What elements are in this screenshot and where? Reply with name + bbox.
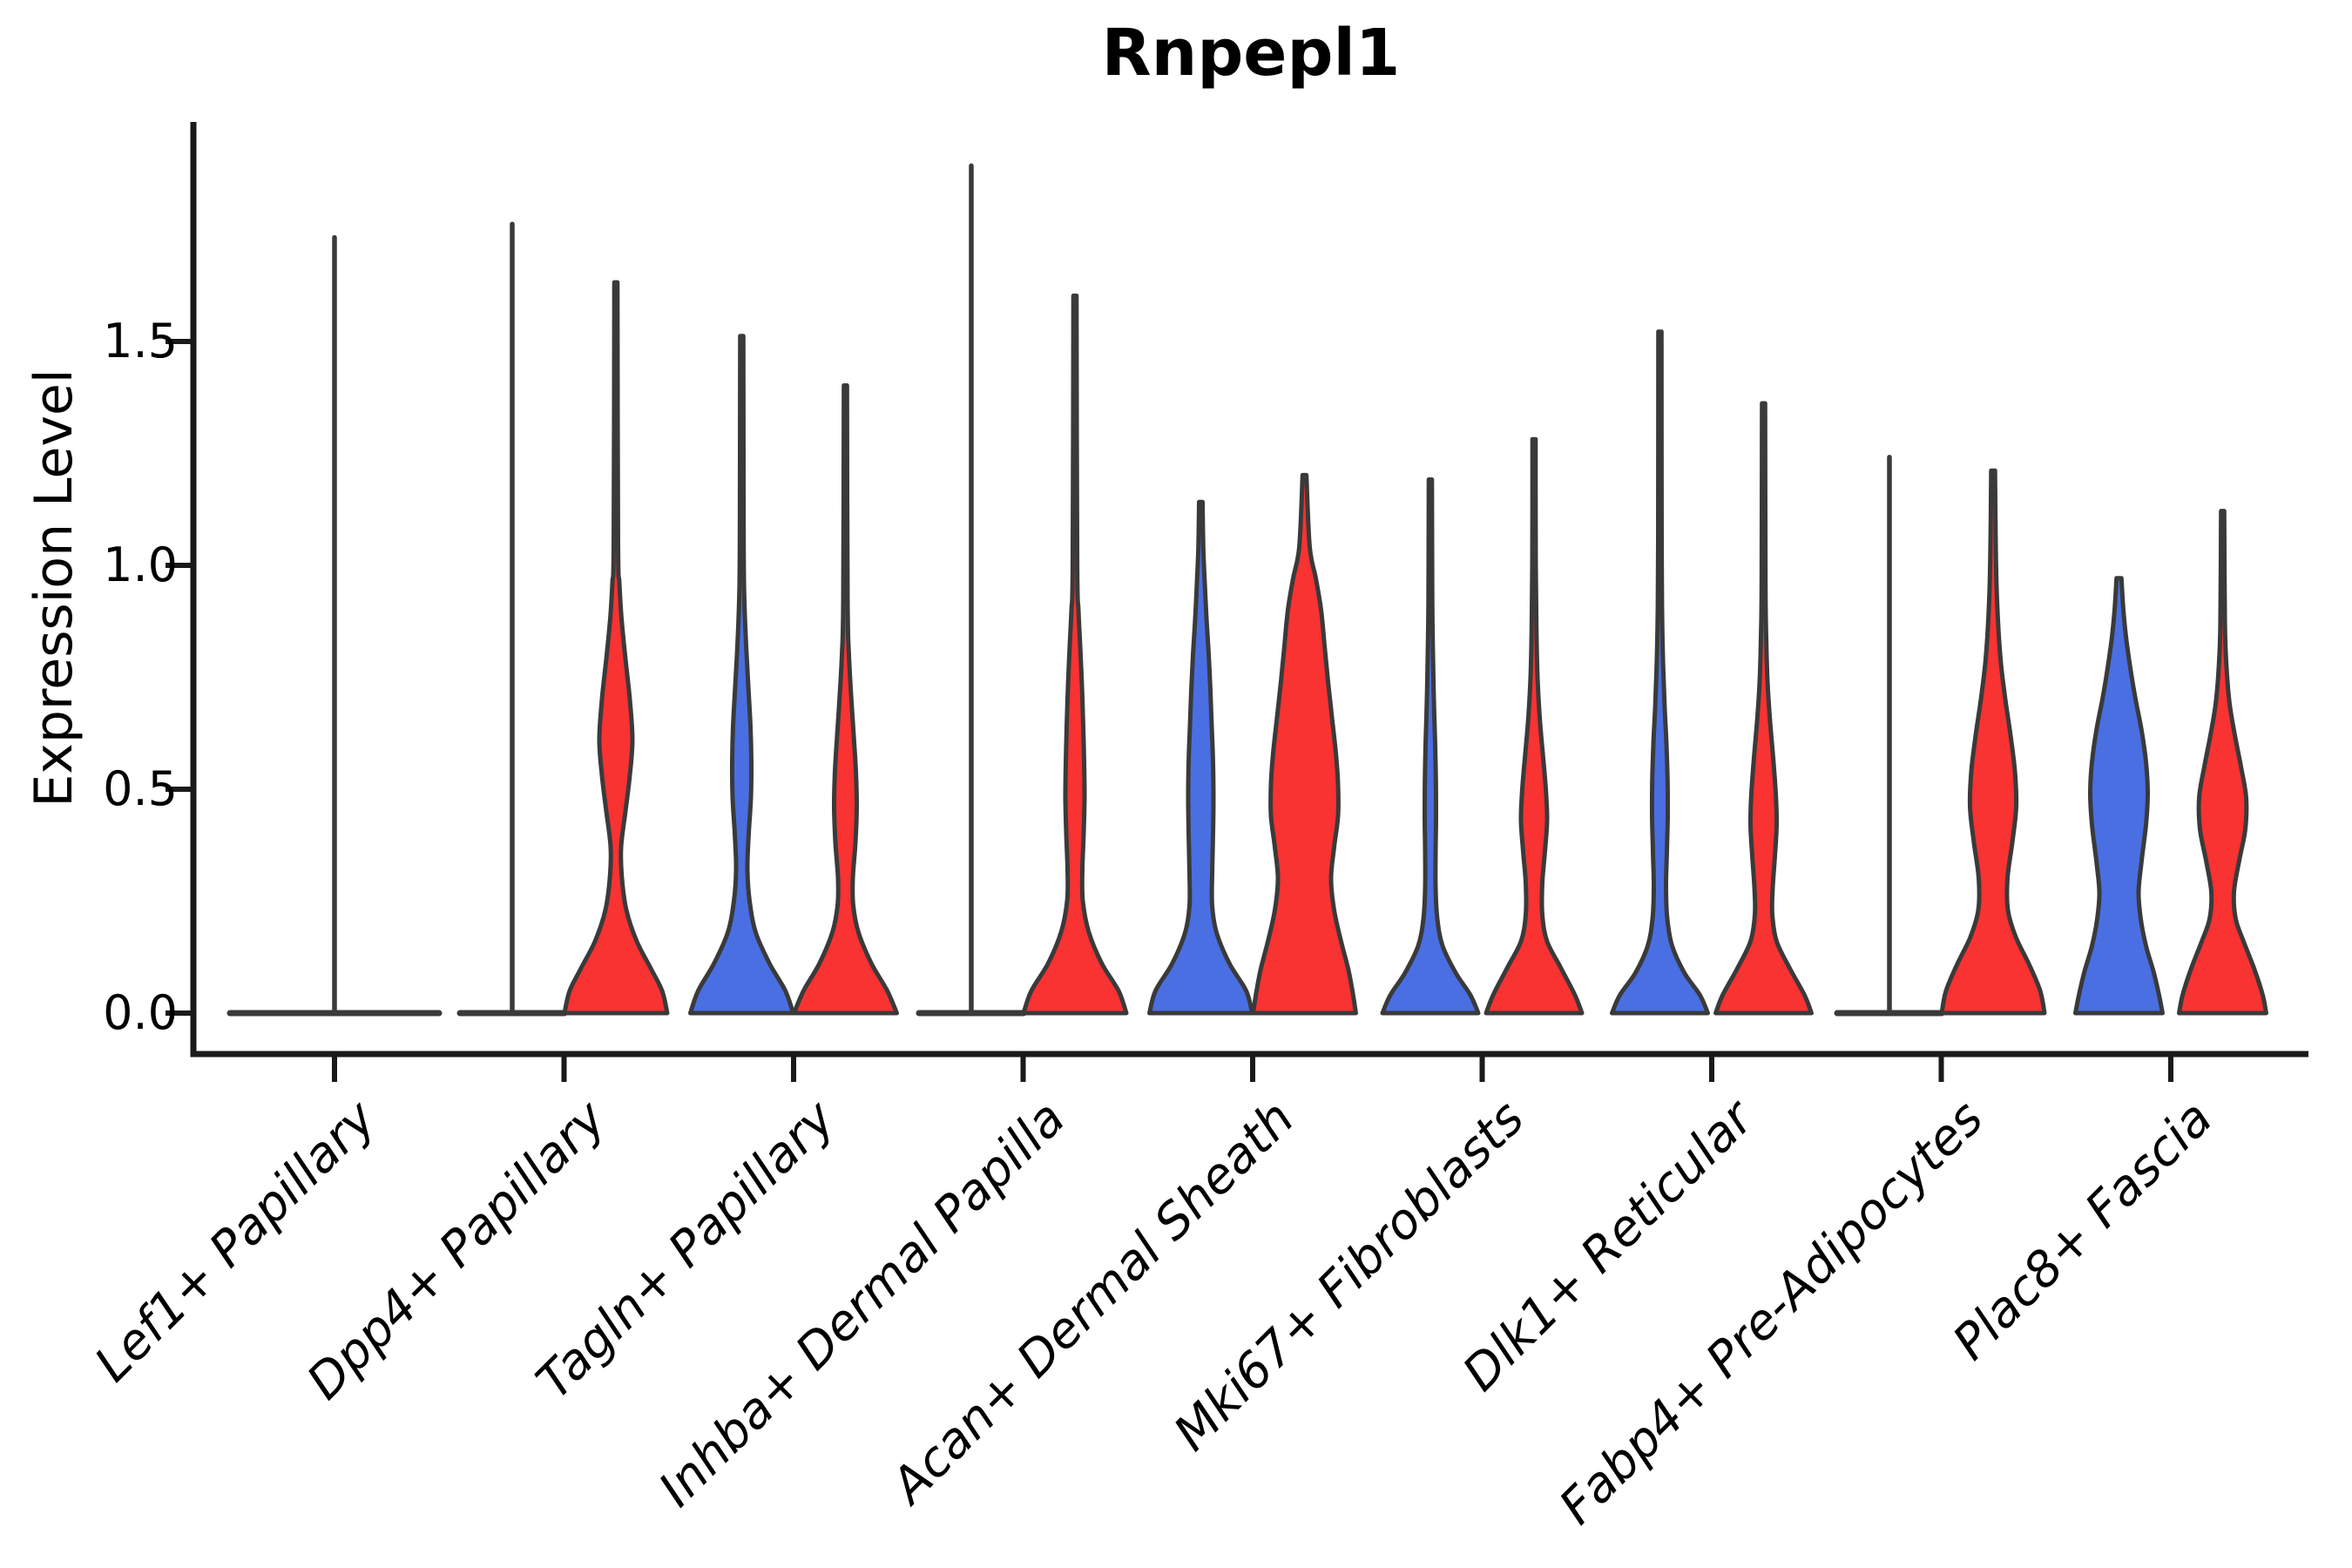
y-tick-label-1.5: 1.5 [103,314,178,368]
violin-7-right-red [1939,468,2047,1016]
violin-body [2177,509,2268,1016]
y-tick-label-1.0: 1.0 [103,537,178,592]
violin-6-left-blue [1610,329,1710,1016]
violin-0-full [226,234,443,1017]
violin-body [1610,329,1710,1016]
violin-4-right-red [1251,472,1358,1016]
axis-spines [190,122,2308,1058]
violin-7-left-blue [1834,455,1945,1017]
violin-body [1021,294,1129,1016]
violin-5-left-blue [1380,477,1481,1016]
violin-3-left-blue [916,163,1027,1017]
violins-layer [226,163,2268,1017]
violin-2-left-blue [688,334,795,1016]
violin-3-right-red [1021,294,1129,1016]
violin-body [1713,401,1814,1016]
y-tick-label-0.5: 0.5 [103,761,178,816]
violin-8-right-red [2177,509,2268,1016]
y-tick-label-0.0: 0.0 [103,985,178,1040]
plot-title: Rnpepl1 [1101,16,1401,91]
violin-body [1147,499,1254,1016]
violin-body [1251,472,1358,1016]
violin-body [562,280,670,1016]
axes-layer [166,122,2308,1082]
violin-body [1484,436,1585,1016]
violin-body [2073,576,2165,1016]
violin-1-right-red [562,280,670,1016]
violin-4-left-blue [1147,499,1254,1016]
violin-5-right-red [1484,436,1585,1016]
violin-body [1380,477,1481,1016]
violin-6-right-red [1713,401,1814,1016]
violin-1-left-blue [456,221,568,1017]
violin-2-right-red [792,383,899,1016]
violin-body [688,334,795,1016]
violin-8-left-blue [2073,576,2165,1016]
violin-body [792,383,899,1016]
violin-body [1939,468,2047,1016]
